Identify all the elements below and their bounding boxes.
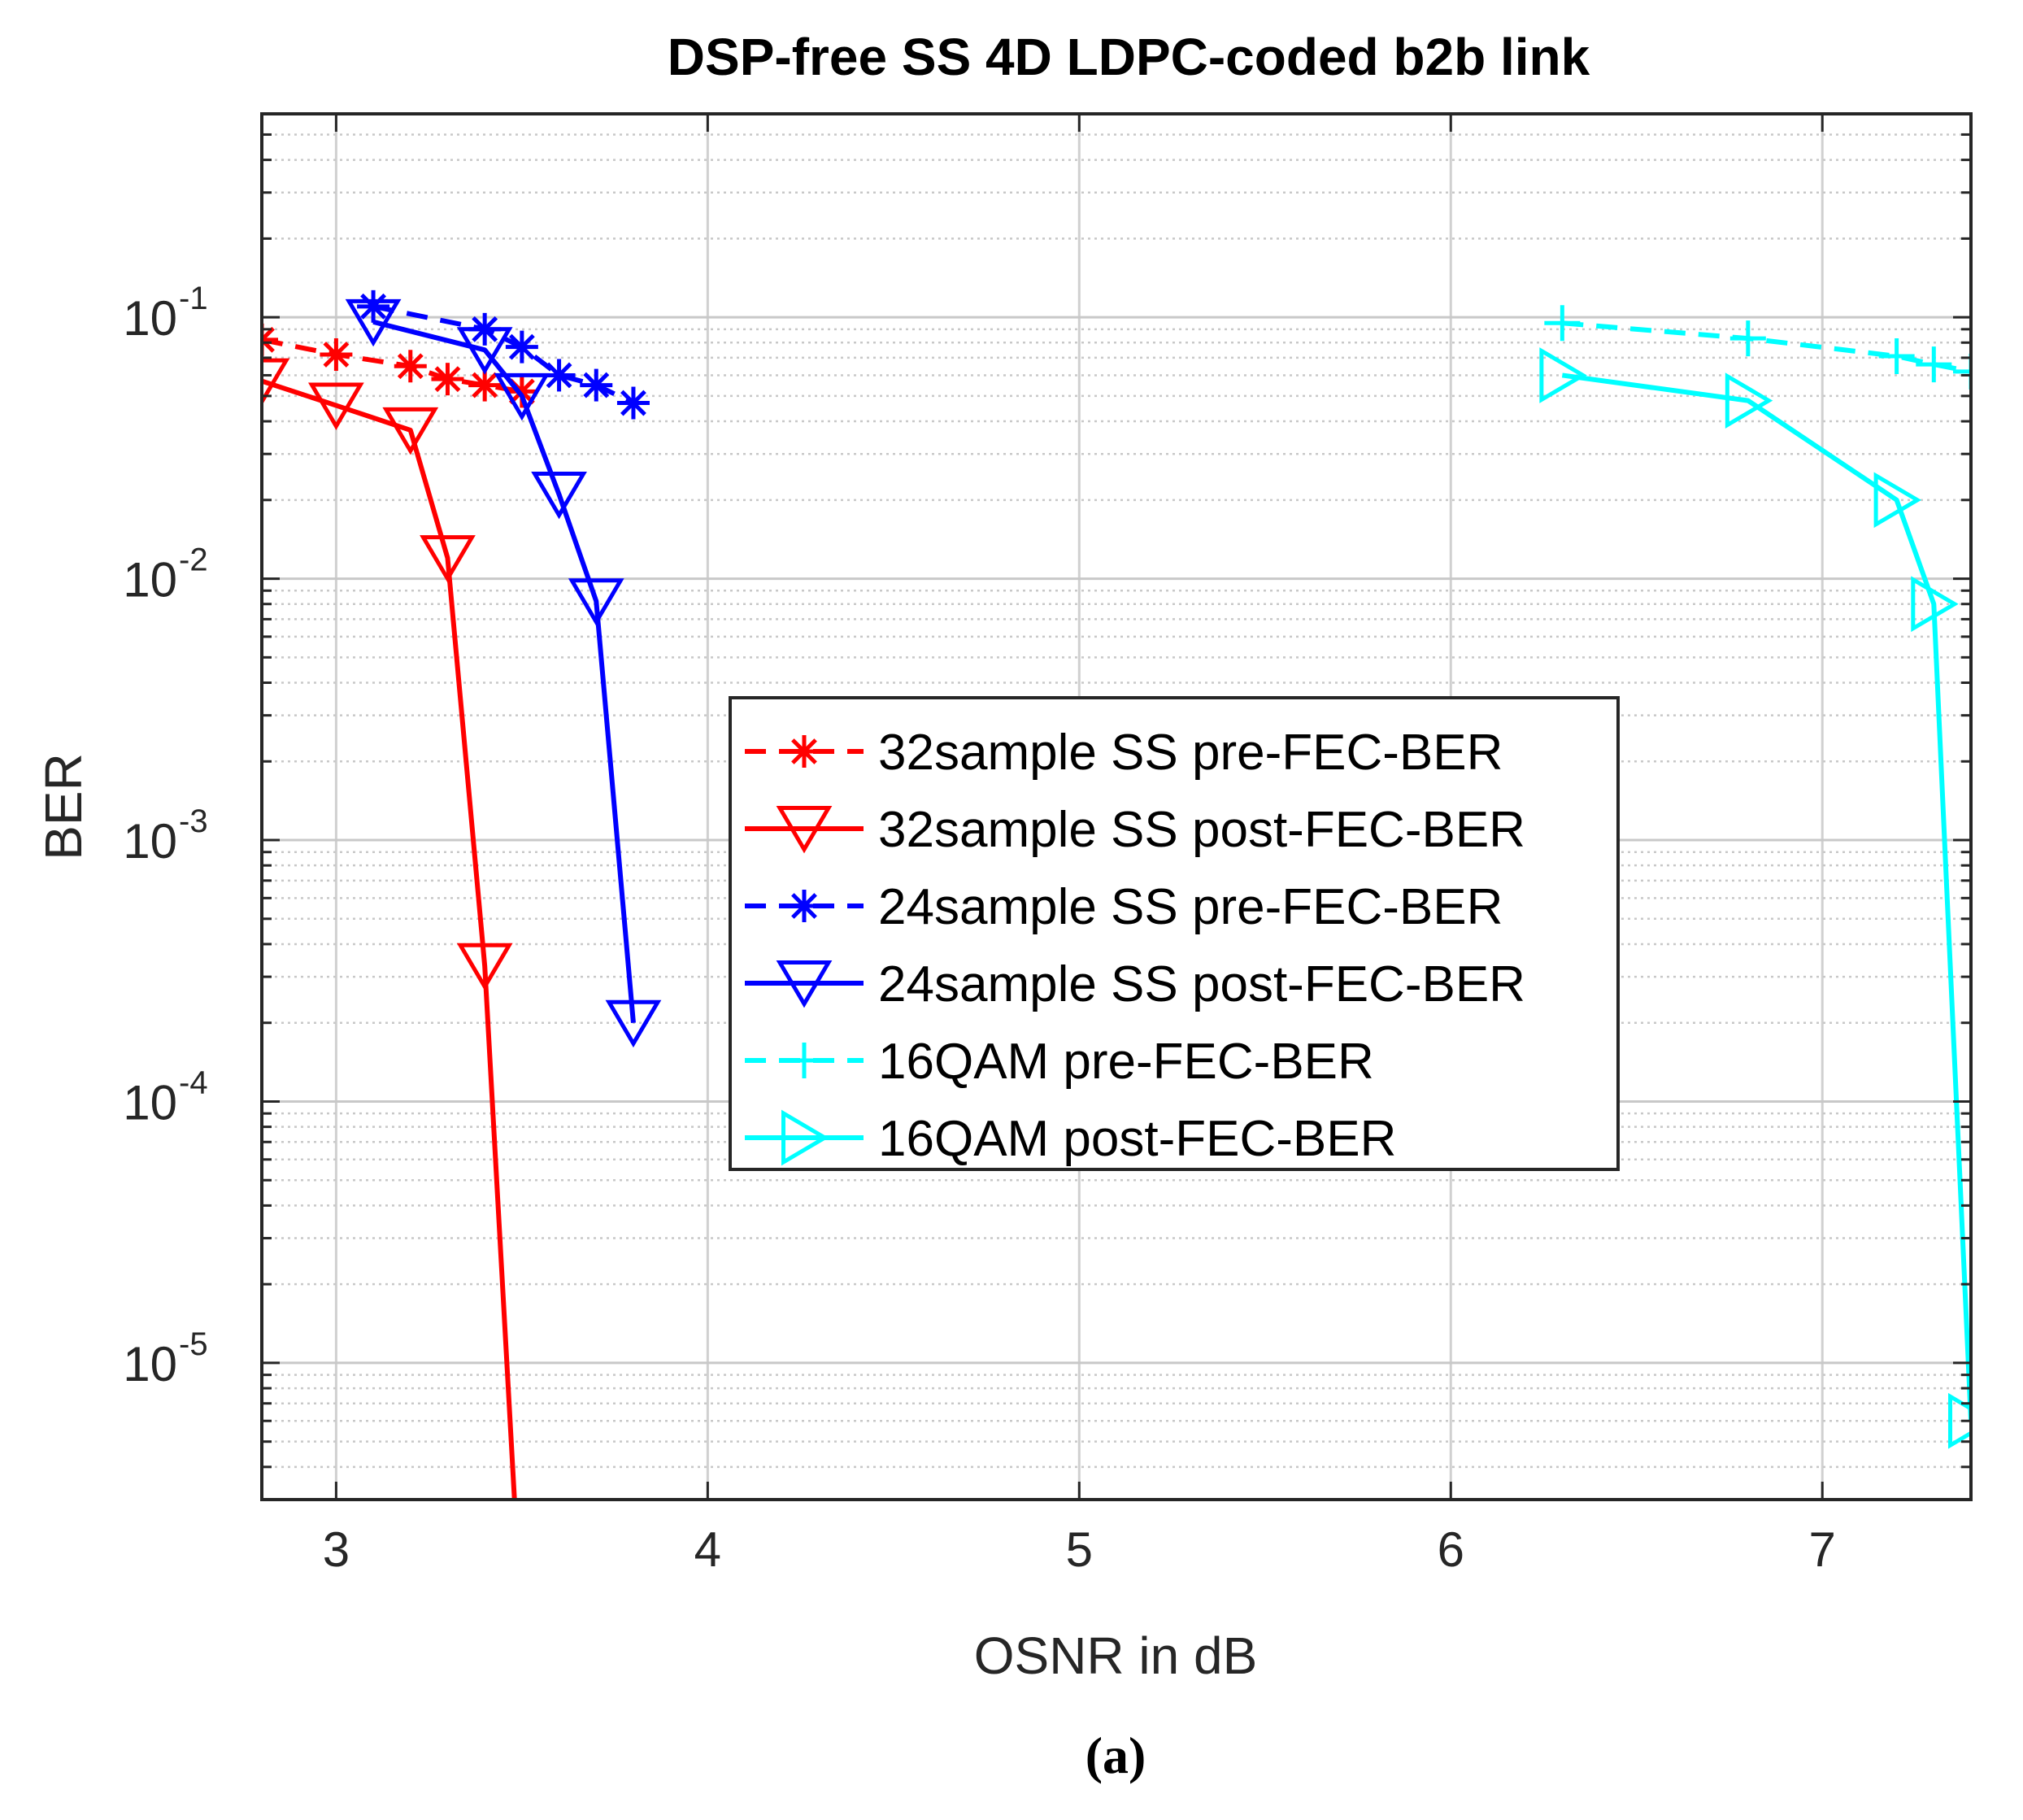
legend-marker xyxy=(788,735,820,768)
legend-entry: 16QAM pre-FEC-BER xyxy=(745,1034,1374,1090)
series-3 xyxy=(357,290,650,420)
data-point xyxy=(357,290,390,323)
data-point xyxy=(1878,337,1915,374)
data-point xyxy=(431,363,464,396)
series-line xyxy=(372,303,635,406)
data-point xyxy=(420,535,476,583)
legend-marker xyxy=(788,890,820,922)
x-tick-label: 7 xyxy=(1809,1522,1836,1577)
data-point xyxy=(1729,320,1766,357)
x-tick-label: 5 xyxy=(1066,1522,1093,1577)
legend-entry: 24sample SS post-FEC-BER xyxy=(745,956,1525,1012)
legend-label: 32sample SS post-FEC-BER xyxy=(878,802,1525,858)
x-axis-ticks: 3 4 5 6 7 xyxy=(323,114,1836,1577)
data-point xyxy=(1948,1392,1971,1449)
data-point xyxy=(320,337,353,371)
y-tick-exponent: -1 xyxy=(179,281,208,316)
legend-label: 16QAM post-FEC-BER xyxy=(878,1111,1396,1167)
legend: 32sample SS pre-FEC-BER 32sample SS post-… xyxy=(729,696,1620,1171)
series-5 xyxy=(1544,305,1971,390)
data-point xyxy=(1725,372,1773,429)
y-tick-base: 10 xyxy=(123,814,177,869)
data-point xyxy=(456,943,513,991)
y-tick-base: 10 xyxy=(123,553,177,607)
series-2 xyxy=(262,358,517,1500)
y-tick-exponent: -2 xyxy=(179,542,208,578)
figure-caption: (a) xyxy=(1085,1726,1146,1784)
y-tick-exponent: -3 xyxy=(179,803,208,839)
data-point xyxy=(262,358,290,407)
plot-frame xyxy=(260,112,1973,1501)
data-point xyxy=(1953,353,1971,390)
data-point xyxy=(505,330,538,364)
y-tick-label: 10 -4 xyxy=(123,1065,207,1130)
legend-marker xyxy=(786,1043,822,1078)
legend-box xyxy=(729,696,1620,1171)
series-4 xyxy=(345,298,662,1048)
x-axis-label: OSNR in dB xyxy=(974,1626,1258,1685)
data-point xyxy=(1911,576,1959,633)
data-point xyxy=(262,323,278,356)
data-point xyxy=(1539,347,1587,403)
data-point xyxy=(382,407,439,455)
y-tick-base: 10 xyxy=(123,1337,177,1391)
data-point xyxy=(616,386,650,420)
legend-label: 32sample SS pre-FEC-BER xyxy=(878,725,1503,781)
data-point xyxy=(468,312,502,346)
data-point xyxy=(568,578,624,626)
y-tick-exponent: -5 xyxy=(179,1326,208,1362)
y-tick-label: 10 -1 xyxy=(123,281,207,346)
y-tick-base: 10 xyxy=(123,1075,177,1130)
series-line xyxy=(1561,372,1971,1422)
x-tick-label: 6 xyxy=(1438,1522,1464,1577)
chart-title: DSP-free SS 4D LDPC-coded b2b link xyxy=(668,28,1590,86)
series-layer xyxy=(262,290,1971,1500)
series-line xyxy=(372,319,636,1023)
series-6 xyxy=(1539,347,1971,1449)
y-tick-exponent: -4 xyxy=(179,1065,208,1100)
data-point xyxy=(394,350,427,383)
data-point xyxy=(531,472,587,520)
data-point xyxy=(542,359,576,392)
legend-label: 16QAM pre-FEC-BER xyxy=(878,1034,1374,1090)
x-tick-label: 3 xyxy=(323,1522,350,1577)
data-point xyxy=(308,382,364,430)
legend-marker xyxy=(781,1109,829,1166)
legend-label: 24sample SS post-FEC-BER xyxy=(878,956,1525,1012)
data-point xyxy=(605,999,662,1048)
legend-entry: 16QAM post-FEC-BER xyxy=(745,1109,1396,1167)
legend-label: 24sample SS pre-FEC-BER xyxy=(878,879,1503,935)
series-line xyxy=(1562,320,1971,374)
legend-entry: 24sample SS pre-FEC-BER xyxy=(745,879,1503,935)
data-point xyxy=(1916,346,1952,383)
y-tick-label: 10 -3 xyxy=(123,803,207,869)
y-tick-label: 10 -5 xyxy=(123,1326,207,1391)
y-axis-ticks: 10-110-210-310-410-5 xyxy=(123,133,1971,1501)
data-point xyxy=(580,368,613,402)
data-point xyxy=(1873,472,1922,529)
x-tick-label: 4 xyxy=(694,1522,721,1577)
data-point xyxy=(494,372,550,421)
y-axis-label: BER xyxy=(34,753,93,860)
y-tick-label: 10 -2 xyxy=(123,542,207,607)
legend-marker xyxy=(776,806,833,854)
legend-entry: 32sample SS pre-FEC-BER xyxy=(745,725,1503,781)
legend-entry: 32sample SS post-FEC-BER xyxy=(745,802,1525,858)
data-point xyxy=(1544,305,1581,342)
y-tick-base: 10 xyxy=(123,291,177,346)
legend-marker xyxy=(776,960,833,1008)
